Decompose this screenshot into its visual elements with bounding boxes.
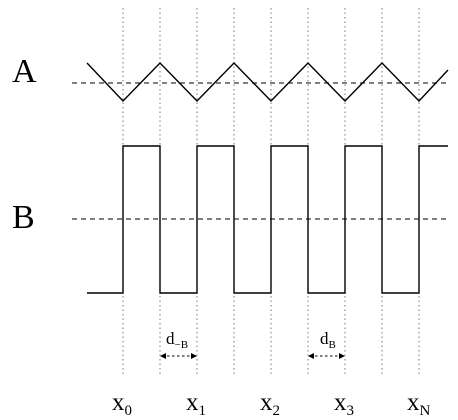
dimension-label: dB [320, 329, 336, 351]
dimension-d-b: dB [308, 329, 345, 359]
x-axis-label: x3 [334, 389, 354, 419]
x-axis-labels: x0 x1 x2 x3 xN [112, 389, 431, 419]
signal-a-triangle-wave [86, 61, 449, 103]
arrow-left-icon [308, 353, 314, 359]
signal-a-label: A [12, 53, 37, 90]
dimension-label: d−B [166, 329, 188, 351]
x-axis-label: x2 [260, 389, 280, 419]
arrow-right-icon [191, 353, 197, 359]
arrow-left-icon [160, 353, 166, 359]
signal-b-square-wave [87, 145, 448, 294]
signal-b-label: B [12, 199, 35, 236]
x-axis-label: xN [407, 389, 431, 419]
dimension-d-minus-b: d−B [160, 329, 197, 359]
x-axis-label: x1 [186, 389, 206, 419]
x-axis-label: x0 [112, 389, 132, 419]
arrow-right-icon [339, 353, 345, 359]
